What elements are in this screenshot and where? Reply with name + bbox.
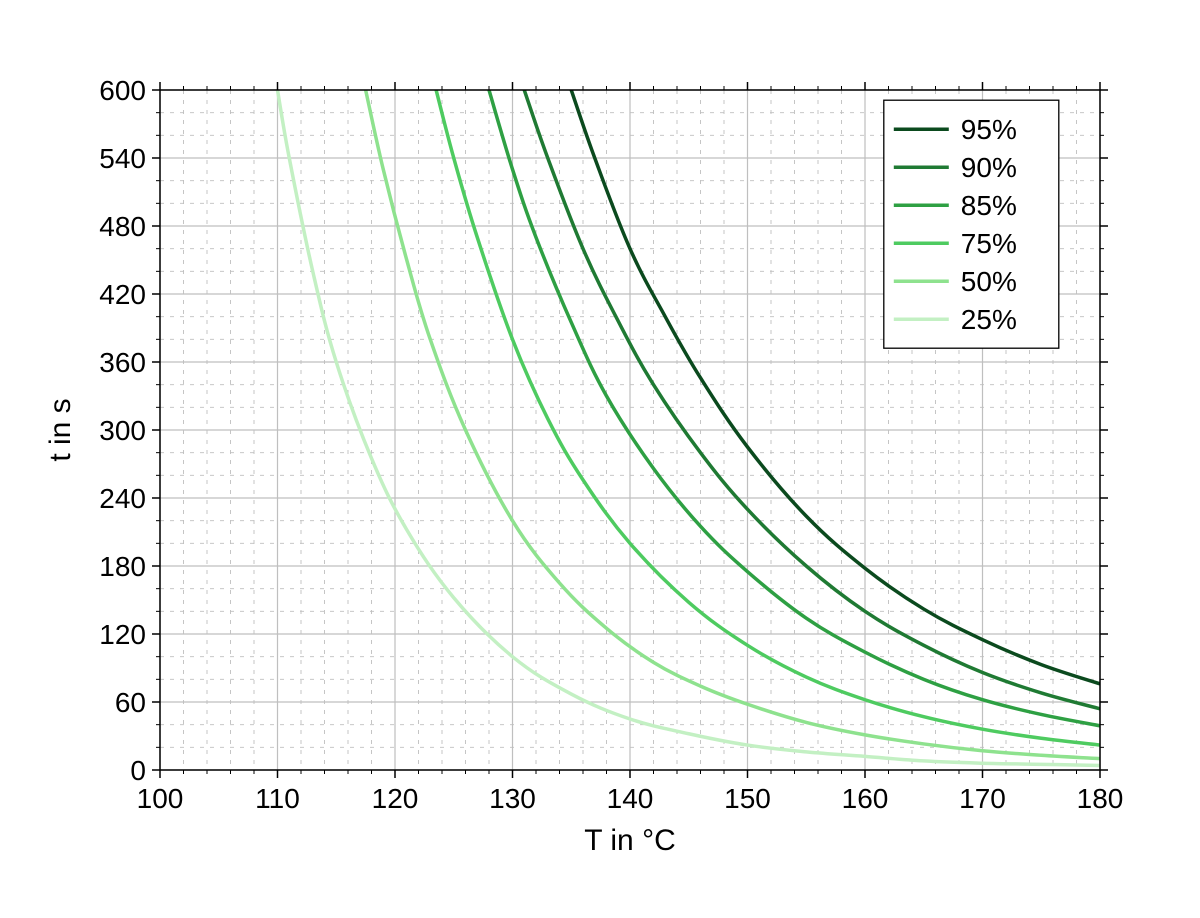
x-tick-label: 100 [137, 783, 184, 814]
y-tick-label: 300 [99, 415, 146, 446]
legend: 95% 90% 85% 75% 50% 25% [884, 100, 1059, 348]
legend-label: 95% [961, 114, 1017, 145]
y-tick-label: 540 [99, 143, 146, 174]
x-tick-label: 140 [607, 783, 654, 814]
chart-svg: 100 110 120 130 140 150 160 170 180 0 60 120 180 240 3… [0, 0, 1200, 918]
chart-container: 100 110 120 130 140 150 160 170 180 0 60 120 180 240 3… [0, 0, 1200, 918]
x-tick-label: 170 [959, 783, 1006, 814]
y-tick-label: 120 [99, 619, 146, 650]
x-tick-label: 160 [842, 783, 889, 814]
y-tick-label: 60 [115, 687, 146, 718]
x-tick-label: 110 [255, 783, 300, 814]
x-tick-label: 180 [1077, 783, 1124, 814]
y-tick-label: 240 [99, 483, 146, 514]
y-tick-label: 480 [99, 211, 146, 242]
legend-label: 50% [961, 266, 1017, 297]
y-tick-label: 180 [99, 551, 146, 582]
y-tick-label: 0 [130, 755, 146, 786]
legend-label: 75% [961, 228, 1017, 259]
x-tick-label: 130 [489, 783, 536, 814]
legend-label: 25% [961, 304, 1017, 335]
legend-label: 90% [961, 152, 1017, 183]
y-tick-label: 600 [99, 75, 146, 106]
y-tick-label: 360 [99, 347, 146, 378]
x-tick-label: 150 [724, 783, 771, 814]
x-tick-label: 120 [372, 783, 419, 814]
y-tick-label: 420 [99, 279, 146, 310]
x-axis-label: T in °C [584, 824, 675, 857]
y-axis-label: t in s [44, 398, 77, 461]
legend-label: 85% [961, 190, 1017, 221]
